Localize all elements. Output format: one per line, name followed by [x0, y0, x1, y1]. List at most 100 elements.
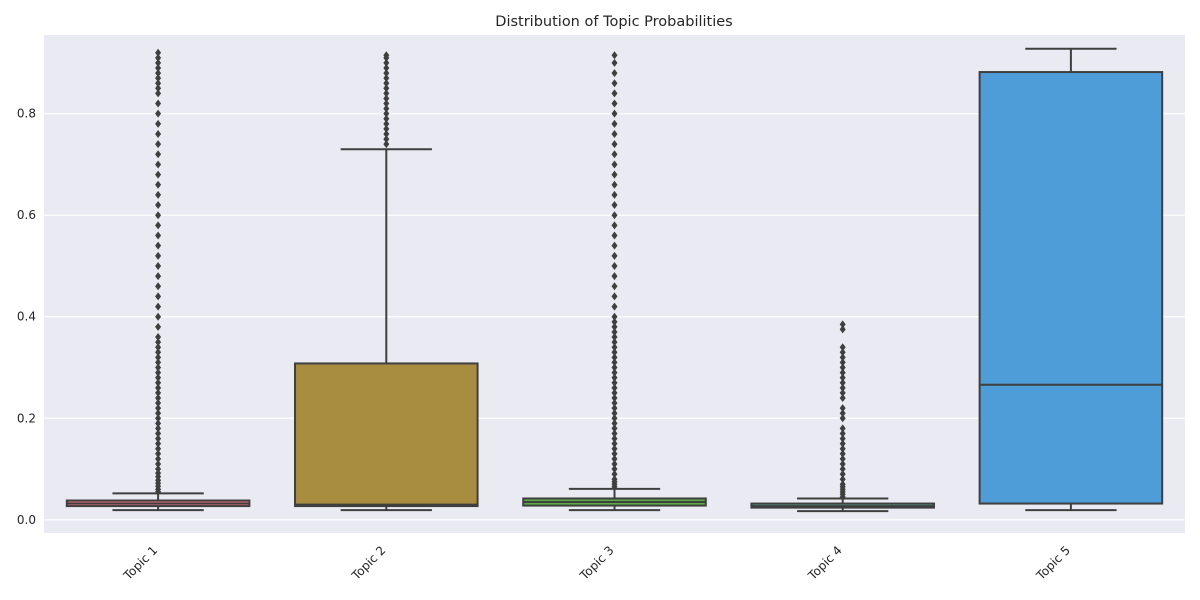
- outlier-point: [839, 434, 846, 443]
- outlier-point: [611, 160, 618, 169]
- box-2: [294, 51, 479, 512]
- outlier-point: [839, 388, 846, 397]
- outlier-point: [611, 282, 618, 291]
- outlier-point: [155, 282, 162, 291]
- outlier-point: [611, 170, 618, 179]
- outlier-point: [611, 343, 618, 352]
- outlier-point: [611, 368, 618, 377]
- outlier-point: [839, 424, 846, 433]
- outlier-point: [839, 368, 846, 377]
- chart-title: Distribution of Topic Probabilities: [495, 14, 732, 30]
- y-tick-label: 0.4: [17, 310, 36, 324]
- outlier-point: [155, 74, 162, 83]
- outlier-point: [383, 84, 390, 93]
- outlier-point: [611, 58, 618, 67]
- outlier-point: [155, 343, 162, 352]
- outlier-point: [611, 404, 618, 413]
- outlier-point: [839, 325, 846, 334]
- outlier-point: [155, 414, 162, 423]
- outlier-point: [383, 129, 390, 138]
- outlier-point: [155, 348, 162, 357]
- outlier-point: [611, 444, 618, 453]
- y-tick-label: 0.2: [17, 411, 36, 425]
- outlier-point: [155, 393, 162, 402]
- outlier-point: [611, 51, 618, 60]
- outlier-point: [155, 444, 162, 453]
- outlier-point: [155, 119, 162, 128]
- outlier-point: [383, 69, 390, 78]
- outlier-point: [611, 211, 618, 220]
- outlier-point: [155, 69, 162, 78]
- outlier-point: [155, 129, 162, 138]
- outlier-point: [155, 434, 162, 443]
- outlier-point: [611, 317, 618, 326]
- box-4: [750, 320, 935, 513]
- outlier-point: [155, 312, 162, 321]
- outlier-point: [383, 79, 390, 88]
- outlier-point: [155, 190, 162, 199]
- outlier-point: [155, 338, 162, 347]
- outlier-point: [839, 439, 846, 448]
- boxes-group: [65, 47, 1164, 513]
- outlier-point: [611, 140, 618, 149]
- outlier-point: [611, 399, 618, 408]
- outlier-point: [155, 292, 162, 301]
- outlier-point: [155, 53, 162, 62]
- outlier-point: [383, 109, 390, 118]
- outlier-point: [155, 383, 162, 392]
- outlier-point: [155, 201, 162, 210]
- outlier-point: [155, 261, 162, 270]
- outlier-point: [155, 251, 162, 260]
- outlier-point: [611, 465, 618, 474]
- outlier-point: [383, 114, 390, 123]
- outlier-point: [611, 419, 618, 428]
- iqr-box: [294, 362, 479, 508]
- outlier-point: [839, 465, 846, 474]
- outlier-point: [611, 79, 618, 88]
- outlier-point: [155, 333, 162, 342]
- outlier-point: [611, 333, 618, 342]
- outlier-point: [611, 150, 618, 159]
- outlier-point: [839, 363, 846, 372]
- outlier-point: [155, 424, 162, 433]
- outlier-point: [611, 272, 618, 281]
- outlier-point: [155, 429, 162, 438]
- outlier-point: [155, 368, 162, 377]
- outlier-point: [611, 470, 618, 479]
- outlier-point: [839, 393, 846, 402]
- outlier-point: [611, 99, 618, 108]
- outlier-point: [155, 231, 162, 240]
- x-tick-label: Topic 2: [348, 543, 388, 583]
- outlier-point: [155, 79, 162, 88]
- outlier-point: [383, 119, 390, 128]
- outlier-point: [155, 322, 162, 331]
- outlier-point: [611, 459, 618, 468]
- outlier-point: [611, 338, 618, 347]
- outlier-point: [383, 135, 390, 144]
- outlier-point: [611, 129, 618, 138]
- outlier-point: [155, 302, 162, 311]
- outlier-point: [611, 201, 618, 210]
- outlier-point: [611, 302, 618, 311]
- outlier-point: [155, 221, 162, 230]
- outlier-point: [155, 399, 162, 408]
- outlier-point: [611, 69, 618, 78]
- outlier-point: [839, 409, 846, 418]
- outlier-point: [155, 449, 162, 458]
- outlier-point: [155, 150, 162, 159]
- outlier-point: [155, 469, 162, 478]
- outlier-point: [155, 363, 162, 372]
- outlier-point: [383, 89, 390, 98]
- outlier-point: [155, 358, 162, 367]
- outlier-point: [155, 140, 162, 149]
- y-tick-label: 0.0: [17, 513, 36, 527]
- outlier-point: [611, 378, 618, 387]
- outlier-point: [155, 63, 162, 72]
- outlier-point: [155, 89, 162, 98]
- outlier-point: [155, 459, 162, 468]
- outlier-point: [611, 388, 618, 397]
- outlier-point: [611, 353, 618, 362]
- outlier-point: [611, 231, 618, 240]
- outlier-point: [383, 94, 390, 103]
